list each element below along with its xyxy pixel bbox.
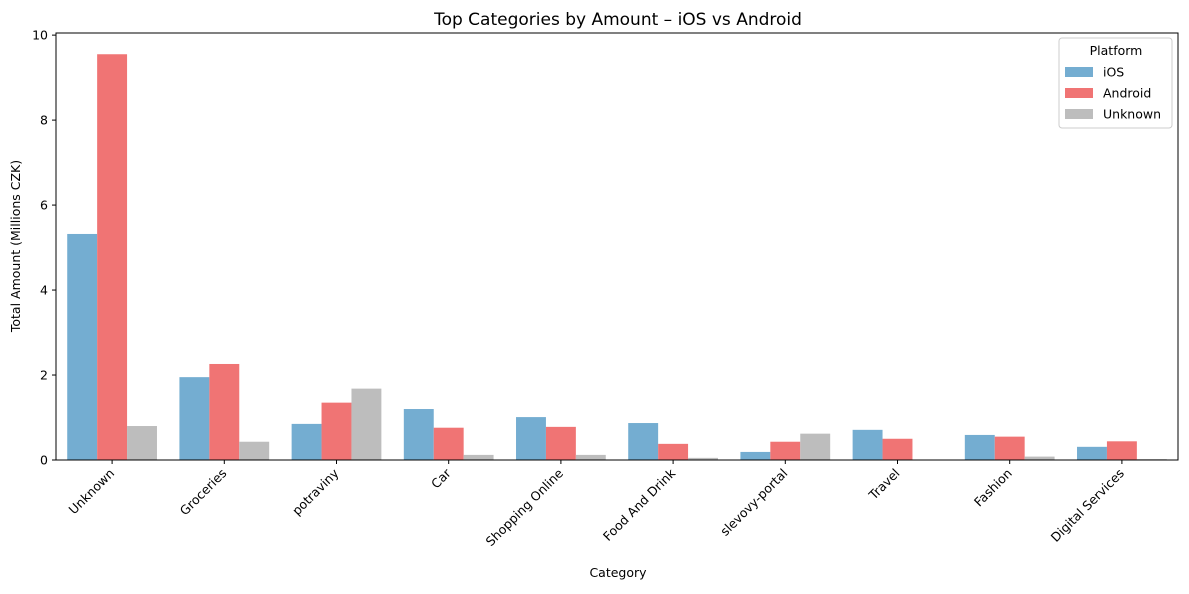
bar-ios-9 <box>1077 446 1107 460</box>
bars-layer <box>67 54 1167 461</box>
legend-label-android: Android <box>1103 86 1151 101</box>
axes-layer: 0 2 4 6 8 10 Unknown Groceries potraviny Car Shopp… <box>32 28 1179 549</box>
x-tick-label: Unknown <box>66 466 118 518</box>
bar-unknown-2 <box>351 388 382 460</box>
bar-android-7 <box>882 438 913 460</box>
bar-ios-5 <box>628 423 659 460</box>
bar-unknown-6 <box>800 433 831 460</box>
bar-ios-1 <box>179 377 210 460</box>
y-axis-label: Total Amount (Millions CZK) <box>8 160 23 333</box>
y-tick-label: 10 <box>32 28 48 43</box>
x-tick-label: Fashion <box>971 466 1015 510</box>
bar-android-9 <box>1106 441 1137 460</box>
bar-ios-2 <box>291 423 322 460</box>
bar-android-6 <box>770 441 801 460</box>
x-tick-label: Groceries <box>177 466 230 519</box>
legend-label-unknown: Unknown <box>1103 107 1161 122</box>
x-tick-label: slevovy-portal <box>717 466 790 539</box>
y-tick-label: 6 <box>40 198 48 213</box>
bar-android-2 <box>321 402 352 460</box>
bar-unknown-1 <box>239 441 270 460</box>
legend-swatch-unknown <box>1065 109 1093 119</box>
x-tick-label: potraviny <box>289 465 342 518</box>
bar-unknown-0 <box>127 426 157 460</box>
bar-unknown-4 <box>575 454 606 460</box>
bar-android-3 <box>433 427 464 460</box>
legend-swatch-ios <box>1065 67 1093 77</box>
bar-ios-3 <box>403 409 434 460</box>
bar-ios-8 <box>964 434 995 460</box>
legend-title: Platform <box>1090 43 1143 58</box>
bar-ios-4 <box>516 417 546 460</box>
bar-unknown-8 <box>1024 456 1055 460</box>
bar-android-1 <box>209 363 240 460</box>
bar-android-4 <box>545 426 576 460</box>
bar-unknown-5 <box>688 457 718 460</box>
x-axis-label: Category <box>589 565 647 580</box>
plot-frame <box>55 32 1179 461</box>
x-tick-label: Travel <box>865 466 903 504</box>
bar-ios-7 <box>852 429 883 460</box>
legend-label-ios: iOS <box>1103 65 1124 80</box>
x-tick-label: Digital Services <box>1048 466 1127 545</box>
legend-frame <box>1058 37 1173 129</box>
y-tick-label: 4 <box>40 283 48 298</box>
x-tick-label: Food And Drink <box>600 465 679 544</box>
bar-ios-6 <box>740 451 771 460</box>
bar-unknown-3 <box>463 454 494 460</box>
y-tick-label: 8 <box>40 113 48 128</box>
x-tick-label: Car <box>428 465 454 491</box>
legend-swatch-android <box>1065 88 1093 98</box>
x-tick-label: Shopping Online <box>483 465 567 549</box>
bar-ios-0 <box>67 233 98 460</box>
chart-title: Top Categories by Amount – iOS vs Androi… <box>433 10 802 30</box>
y-tick-label: 0 <box>40 453 48 468</box>
bar-android-0 <box>97 54 128 461</box>
y-tick-label: 2 <box>40 368 48 383</box>
bar-android-5 <box>658 443 689 460</box>
bar-android-8 <box>994 436 1025 460</box>
legend: Platform iOS Android Unknown <box>1058 37 1173 129</box>
